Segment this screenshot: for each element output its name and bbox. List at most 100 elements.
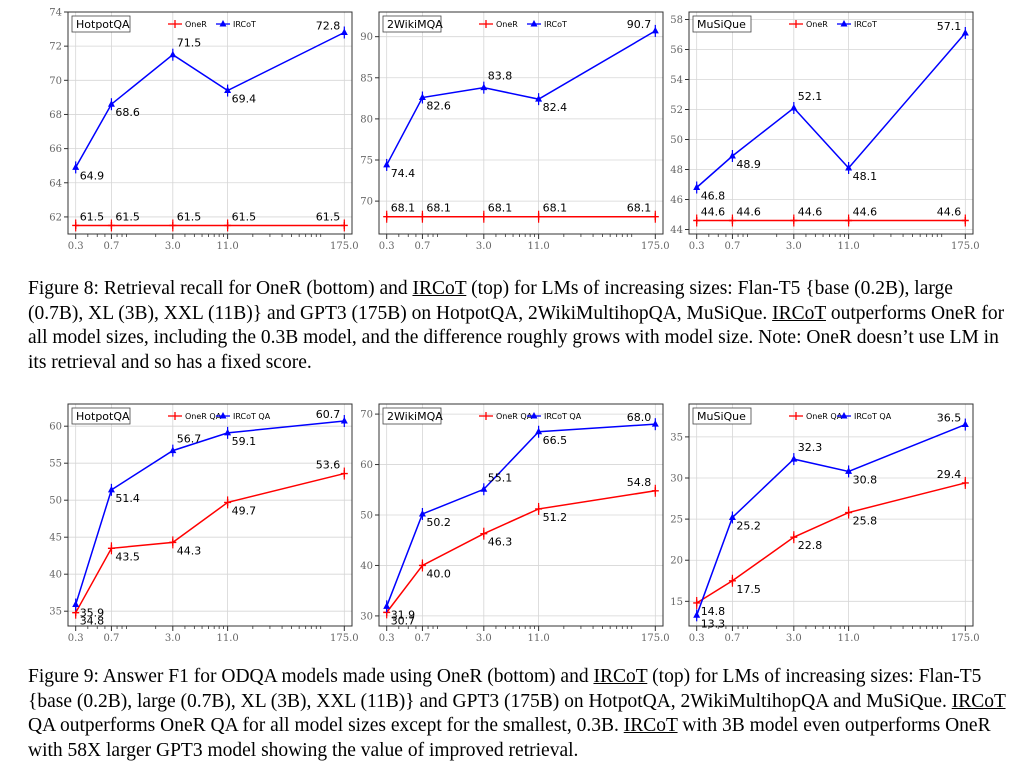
chart-title: MuSiQue (697, 18, 746, 31)
y-tick-label: 56 (670, 45, 683, 56)
y-tick-label: 50 (360, 511, 373, 522)
data-label: 31.9 (391, 608, 416, 621)
caption-text: QA outperforms OneR QA for all model siz… (28, 715, 624, 736)
legend-marker (530, 412, 538, 419)
x-tick-label: 0.7 (103, 633, 119, 644)
x-tick-label: 0.7 (414, 633, 430, 644)
data-label: 61.5 (316, 210, 341, 223)
data-point (383, 160, 391, 168)
data-label: 68.1 (543, 202, 568, 215)
figure8-musique-chart: 44 46 48 50 52 54 56 58 0.3 0.7 3.0 11.0 175.0 44.6 44… (670, 11, 980, 252)
legend-label: OneR QA (185, 412, 222, 421)
data-label: 43.5 (115, 550, 139, 563)
y-tick-label: 85 (360, 73, 373, 84)
data-label: 54.8 (627, 476, 652, 489)
plot-frame (378, 11, 664, 235)
plot-frame (688, 403, 974, 627)
figure8-2wikimqa-chart: 70 75 80 85 90 0.3 0.7 3.0 11.0 175.0 68.1 68.1 68.1… (360, 11, 670, 252)
data-point (418, 509, 426, 517)
x-tick-label: 0.3 (689, 241, 705, 252)
figure8-plots: 62 64 66 68 70 72 74 0.3 0.7 3.0 11.0 175.0 61.5 61.5… (0, 8, 1024, 253)
ircot-term: IRCoT (593, 666, 648, 687)
data-label: 44.3 (177, 544, 202, 557)
data-point (340, 221, 348, 229)
y-tick-label: 72 (49, 42, 62, 53)
data-point (790, 217, 798, 224)
data-label: 61.5 (80, 210, 105, 223)
x-tick-label: 0.3 (68, 633, 84, 644)
data-label: 50.2 (426, 516, 451, 529)
data-label: 72.8 (316, 19, 341, 32)
figure9-musique-chart: 15 20 25 30 35 0.3 0.7 3.0 11.0 175.0 14.8 17.5 22.8… (670, 403, 980, 644)
y-tick-label: 60 (360, 460, 373, 471)
data-label: 59.1 (232, 435, 257, 448)
x-tick-label: 175.0 (330, 633, 359, 644)
data-label: 68.0 (627, 411, 652, 424)
legend-marker (840, 20, 848, 27)
x-tick-label: 0.3 (379, 633, 395, 644)
y-tick-label: 44 (670, 225, 683, 236)
data-point (418, 561, 426, 569)
data-point (224, 221, 232, 229)
ircot-term: IRCoT (412, 278, 467, 299)
data-point (340, 470, 348, 478)
data-point (535, 427, 543, 435)
y-tick-label: 40 (360, 561, 373, 572)
y-tick-label: 70 (360, 197, 373, 208)
data-point (845, 217, 853, 224)
data-label: 82.4 (543, 101, 568, 114)
data-label: 64.9 (80, 169, 105, 182)
data-point (535, 95, 543, 102)
data-point (383, 602, 391, 609)
legend-marker (219, 412, 227, 419)
data-point (728, 577, 736, 585)
y-tick-label: 70 (360, 410, 373, 421)
caption-text: outperforms OneR for all model sizes, in… (28, 302, 1005, 373)
data-label: 61.5 (177, 210, 202, 223)
data-point (961, 479, 969, 487)
y-tick-label: 60 (49, 422, 62, 433)
legend-label: IRCoT QA (544, 412, 582, 421)
data-label: 68.1 (426, 202, 451, 215)
x-tick-label: 0.7 (103, 241, 119, 252)
data-label: 57.1 (937, 20, 962, 33)
data-label: 46.3 (488, 536, 513, 549)
y-tick-label: 80 (360, 114, 373, 125)
data-label: 55.1 (488, 471, 513, 484)
data-label: 74.4 (391, 167, 416, 180)
x-tick-label: 3.0 (476, 633, 492, 644)
data-label: 22.8 (798, 539, 823, 552)
data-label: 46.8 (701, 190, 726, 203)
plot-frame (67, 403, 353, 627)
caption-text: with 3B model even outperforms OneR with… (28, 715, 991, 761)
data-point (651, 26, 659, 34)
y-tick-label: 48 (670, 165, 683, 176)
data-label: 29.4 (937, 468, 962, 481)
series-line (386, 30, 656, 166)
y-tick-label: 52 (670, 105, 683, 116)
data-point (418, 213, 426, 221)
legend-marker (840, 412, 848, 419)
y-tick-label: 64 (49, 178, 62, 189)
title-box (71, 15, 131, 33)
x-tick-label: 175.0 (641, 241, 670, 252)
series-line (74, 420, 345, 605)
data-point (340, 28, 348, 35)
y-tick-label: 58 (670, 15, 683, 26)
x-tick-label: 11.0 (527, 633, 549, 644)
data-label: 17.5 (736, 583, 761, 596)
y-tick-label: 50 (49, 496, 62, 507)
data-label: 49.7 (232, 504, 257, 517)
data-point (728, 152, 736, 159)
ircot-term: IRCoT (951, 690, 1006, 712)
data-point (169, 221, 177, 229)
y-tick-label: 25 (670, 515, 683, 526)
data-point (107, 100, 115, 107)
data-point (790, 104, 798, 111)
series-line (386, 490, 656, 613)
x-tick-label: 3.0 (786, 241, 802, 252)
data-point (845, 509, 853, 517)
legend-label: OneR (806, 20, 828, 29)
y-tick-label: 55 (49, 459, 62, 470)
x-tick-label: 0.7 (724, 241, 740, 252)
